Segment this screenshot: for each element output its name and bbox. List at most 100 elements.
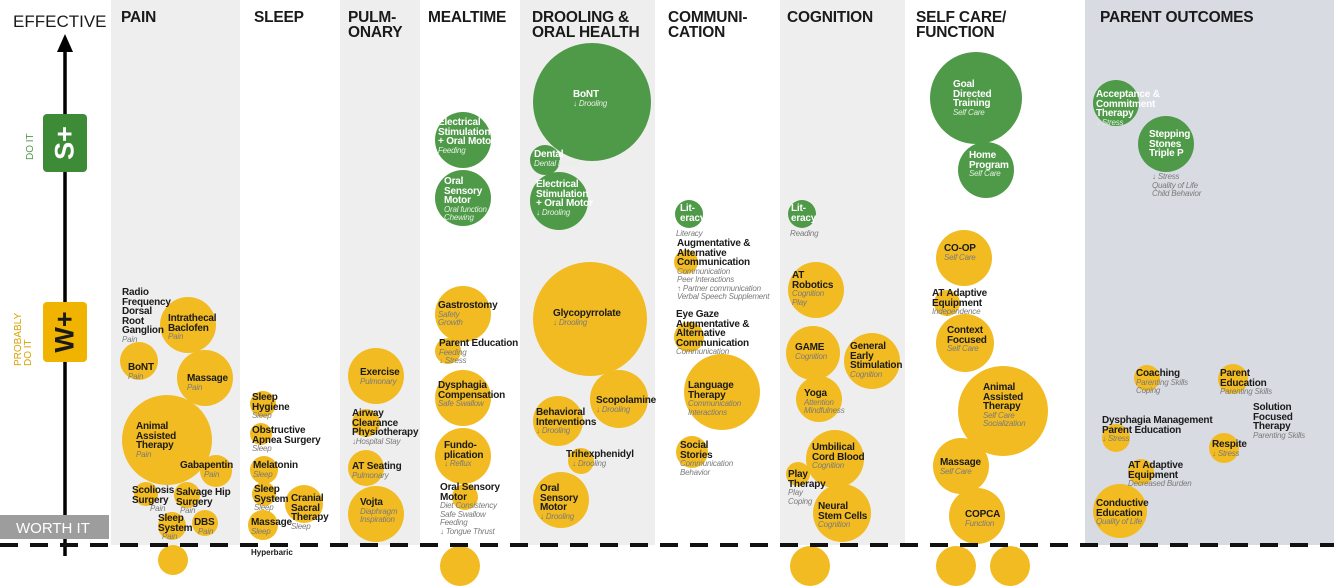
intervention-label: Stepping Stones Triple P [1149,129,1191,159]
col-parent: PARENT OUTCOMES [1100,9,1254,26]
bubble [936,546,976,586]
intervention-label: Animal Assisted Therapy Self Care Sociali… [983,382,1026,428]
intervention-label: Sleep System Pain [158,513,193,541]
intervention-label: BoNT Pain [128,362,154,381]
intervention-label: Massage Pain [187,373,228,392]
intervention-label: Massage Self Care [940,457,981,476]
col-drooling: DROOLING & ORAL HEALTH [532,9,640,41]
intervention-label-outcome: Literacy [676,229,703,238]
intervention-label: BoNT ↓ Drooling [573,89,608,108]
intervention-label: Trihexphenidyl ↓ Drooling [566,449,634,468]
cutoff-label: Hyperbaric [251,548,293,557]
effectiveness-axis-arrow [57,34,73,556]
intervention-label: Play Therapy Play Coping [788,469,826,506]
bubble [1138,116,1194,172]
intervention-label: Obstructive Apnea Surgery Sleep [252,425,321,453]
bubble [250,391,276,417]
bubble [844,333,900,389]
intervention-label: Umbilical Cord Blood Cognition [812,442,865,470]
intervention-label: Lit- eracy [680,203,706,224]
bubble [435,286,491,342]
bubble [786,462,810,486]
bubble [533,43,651,161]
strong-label: DO IT [25,133,36,160]
intervention-label: CO-OP Self Care [944,243,976,262]
worth-it-line [0,543,1334,547]
intervention-label: Solution Focused Therapy Parenting Skills [1253,402,1305,440]
intervention-label: Dysphagia Compensation Safe Swallow [438,380,506,408]
intervention-label: Massage Sleep [251,517,292,536]
intervention-label: Vojta Diaphragm Inspiration [360,497,398,524]
bubble [590,370,648,428]
bubble [933,438,989,494]
bubble [674,250,698,274]
intervention-label: Sleep Hygiene Sleep [252,392,290,420]
bubble [158,545,188,575]
intervention-label: Gastrostomy Safety Growth [438,300,498,327]
bubble [435,370,491,426]
bubble [796,376,842,422]
bubble [160,297,216,353]
intervention-label: AT Adaptive Equipment Independence [932,288,988,316]
bubble [675,200,703,228]
intervention-label: Dental Dental health [534,149,579,168]
intervention-label: Respite ↓ Stress [1212,439,1247,458]
intervention-label: Eye Gaze Augmentative & Alternative Comm… [676,309,750,356]
bubble [352,409,380,437]
intervention-label: Coaching Parenting Skills Coping [1136,368,1188,395]
intervention-label: Neural Stem Cells Cognition [818,501,868,529]
col-selfcare: SELF CARE/ FUNCTION [916,9,1007,41]
strong-badge: S+ [43,114,87,172]
bubble [684,354,760,430]
intervention-label: Parent Education Feeding ↓ Stress [439,338,519,365]
intervention-label: Augmentative & Alternative Communication… [677,238,770,301]
bubble [949,488,1005,544]
intervention-label: Context Focused Self Care [947,325,987,353]
bubble [533,262,647,376]
intervention-label: Oral Sensory Motor ↓ Drooling [540,483,579,521]
intervention-label: Electrical Stimulation + Oral Motor ↓ Dro… [536,179,593,217]
intervention-label: Airway Clearance Physiotherapy ↓Hospital … [352,408,419,446]
bubble [120,342,158,380]
intervention-label: Exercise Pulmonary [360,367,400,386]
bubble [177,350,233,406]
bubble [936,314,994,372]
col-sleep: SLEEP [254,9,304,26]
bubble [1134,365,1160,391]
bubble [200,455,232,487]
intervention-label: Intrathecal Baclofen Pain [168,313,217,341]
bubble [934,290,960,316]
intervention-label: Lit- eracy [791,203,817,224]
intervention-label: Dysphagia Management Parent Education ↓ S… [1102,415,1213,443]
intervention-label: Behavioral Interventions ↓ Drooling [536,407,597,435]
bubble [285,485,323,523]
intervention-label-outcome: Reading [790,229,819,238]
bubble [250,456,278,484]
bubble [348,348,404,404]
bubble [252,482,276,506]
col-mealtime: MEALTIME [428,9,507,26]
intervention-label: Conductive Education Quality of Life [1096,498,1149,526]
intervention-label: Home Program Self Care [969,150,1009,178]
bubble [1093,484,1147,538]
col-pain: PAIN [121,9,157,26]
intervention-label: Language Therapy Communication Interactio… [688,380,741,417]
intervention-label: AT Adaptive Equipment Decreased Burden [1128,460,1192,488]
bubble [568,448,594,474]
bubble [533,396,583,446]
bubble [452,484,478,510]
bubble [533,472,589,528]
intervention-label: Yoga Attention Mindfulness [804,388,845,415]
intervention-label: Goal Directed Training Self Care [953,79,992,117]
intervention-label: Oral Sensory Motor Oral function Chewing [444,176,487,222]
col-cognition: COGNITION [787,9,874,26]
intervention-label: Melatonin Sleep [253,460,298,479]
bubble [1093,80,1139,126]
intervention-label: DBS Pain [194,517,215,536]
intervention-label: Gabapentin Pain [180,460,234,479]
bubble [248,510,278,540]
bubble [1102,424,1130,452]
bubble [122,395,212,485]
bubble [674,322,704,352]
bubble [786,326,840,380]
